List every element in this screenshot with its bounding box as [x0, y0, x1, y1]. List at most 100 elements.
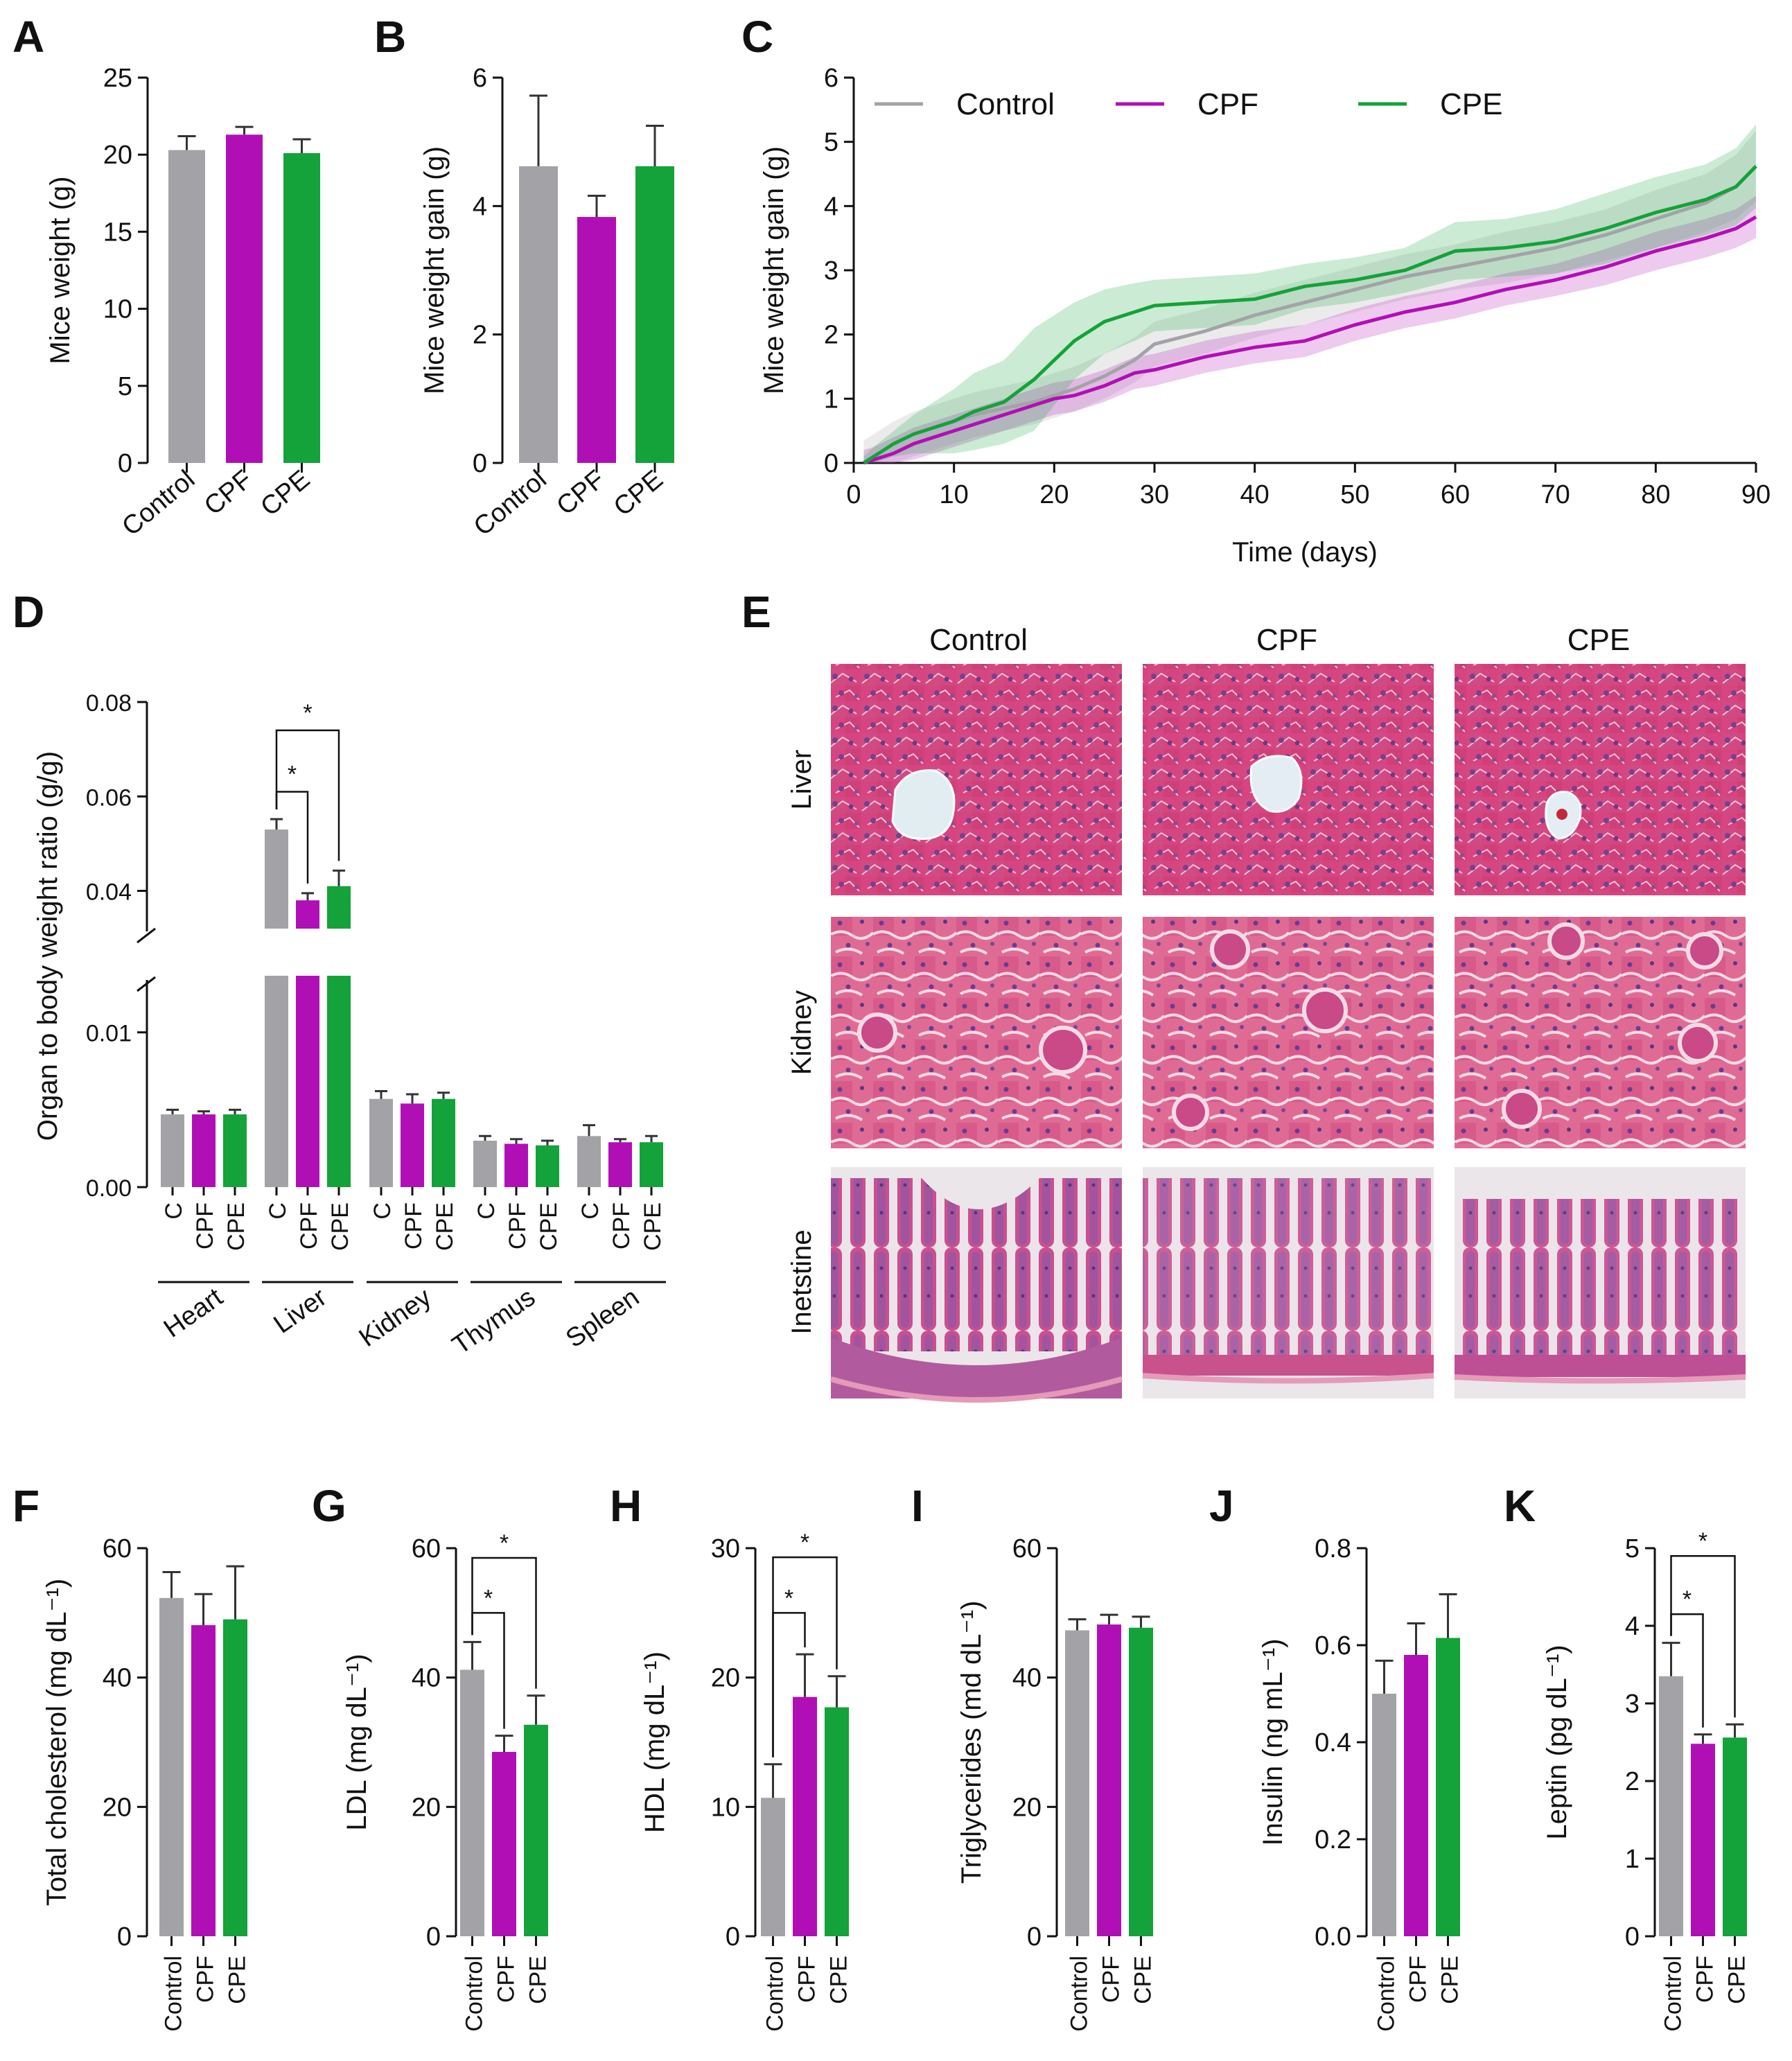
error-bar-heart-cpe — [229, 1108, 241, 1115]
x-tick-label-cpe: CPE — [608, 465, 669, 522]
x-tick-label-cpf: CPF — [1098, 1956, 1125, 2003]
bar-kidney-cpf — [401, 1103, 424, 1187]
x-tick-label-group: C — [161, 1202, 187, 1220]
panel-h: H HDL (mg dL⁻¹) 0 10 20 30 Control CPF CPE * * — [610, 1481, 852, 2032]
y-tick-label: 0.8 — [1315, 1534, 1351, 1563]
y-tick-label: 0 — [1625, 1922, 1640, 1952]
x-tick-label: 60 — [1441, 480, 1470, 509]
panel-label-e: E — [741, 587, 771, 637]
x-tick-label-control: Control — [462, 1956, 488, 2032]
y-tick-label: 0.4 — [1315, 1728, 1351, 1757]
error-bar-control — [463, 1640, 482, 1670]
panel-label-f: F — [12, 1481, 39, 1531]
axis-break-mark — [137, 976, 156, 992]
error-bar-cpe — [292, 138, 311, 153]
y-tick-label: 5 — [118, 372, 132, 401]
histology-image-kidney-cpe — [1455, 917, 1746, 1148]
x-tick-label-cpe: CPE — [525, 1956, 552, 2004]
y-tick-label: 0.0 — [1315, 1922, 1351, 1952]
line-cpe — [863, 165, 1757, 465]
significance-star: * — [288, 761, 297, 787]
y-tick-label: 40 — [412, 1664, 441, 1693]
bar-cpe — [1129, 1627, 1153, 1936]
histology-image-liver-control — [831, 664, 1122, 895]
x-tick-label: 20 — [1039, 480, 1069, 509]
bar-spleen-cpf — [608, 1142, 632, 1187]
y-tick-label: 60 — [103, 1534, 132, 1563]
bar-cpe — [635, 166, 674, 463]
error-bar-cpe — [646, 125, 664, 166]
y-tick-label: 0 — [473, 449, 487, 478]
panel-d: D Organ to body weight ratio (g/g) 0.00 0.0… — [12, 587, 666, 1360]
bar-heart-cpe — [223, 1114, 247, 1187]
panel-label-b: B — [374, 12, 406, 62]
y-tick-label: 20 — [103, 141, 132, 170]
y-tick-label: 2 — [473, 321, 487, 350]
bar-spleen-cpe — [640, 1142, 663, 1187]
y-tick-label: 5 — [824, 128, 838, 157]
x-tick-label-group: CPF — [608, 1202, 635, 1249]
error-bar-cpe — [1439, 1593, 1457, 1638]
y-tick-label: 20 — [711, 1664, 740, 1693]
error-bar-control — [529, 94, 547, 166]
y-tick-label: 1 — [1625, 1845, 1640, 1874]
error-bar-thymus-cpe — [541, 1139, 554, 1146]
x-tick-label-group: CPF — [401, 1202, 427, 1249]
significance-bracket — [471, 1556, 537, 1689]
error-bar-cpf — [796, 1653, 814, 1697]
x-tick-label-cpf: CPF — [199, 465, 258, 521]
bar-cpf — [1097, 1624, 1121, 1936]
y-tick-label: 60 — [412, 1534, 441, 1563]
x-tick-label-cpe: CPE — [225, 1956, 251, 2004]
bar-cpf — [492, 1752, 516, 1936]
error-bar-cpf — [588, 195, 606, 218]
band-control — [863, 130, 1756, 463]
x-tick-label-group: CPF — [504, 1202, 531, 1249]
bar-control — [519, 166, 558, 463]
y-tick-label: 20 — [412, 1793, 441, 1822]
bar-thymus-cpf — [504, 1143, 528, 1187]
x-axis-label: Time (days) — [1232, 537, 1378, 568]
error-bar-liver-cpe — [333, 869, 345, 886]
bar-cpf — [191, 1625, 216, 1936]
error-bar-control — [1068, 1618, 1087, 1631]
error-bar-heart-cpf — [197, 1110, 210, 1115]
x-tick-label-group: CPE — [640, 1202, 666, 1251]
y-tick-label: 30 — [711, 1534, 740, 1563]
panel-e-histology: E Control CPF CPE Liver Kidney Inetstine — [741, 587, 1746, 1403]
error-bar-cpf — [1694, 1733, 1712, 1744]
y-axis-label: Mice weight gain (g) — [419, 146, 450, 394]
panel-label-a: A — [12, 12, 44, 62]
bar-cpf — [1691, 1744, 1715, 1936]
organ-label-kidney: Kidney — [354, 1283, 437, 1353]
histology-column-cpe: CPE — [1567, 623, 1630, 657]
y-tick-label: 1 — [824, 385, 838, 414]
organ-label-liver: Liver — [269, 1283, 333, 1340]
x-tick-label-group: CPE — [432, 1202, 458, 1251]
y-tick-label: 0 — [726, 1922, 740, 1952]
y-tick-label: 2 — [1625, 1767, 1640, 1796]
y-tick-label: 0.01 — [86, 1021, 132, 1047]
x-tick-label-group: C — [369, 1202, 396, 1220]
x-tick-label-control: Control — [161, 1956, 187, 2032]
error-bar-cpf — [1100, 1613, 1118, 1625]
y-axis-label: Organ to body weight ratio (g/g) — [33, 751, 63, 1141]
bar-control — [1065, 1630, 1089, 1936]
panel-k: K Leptin (pg dL⁻¹) 0 1 2 3 4 5 Control CPF CPE * * — [1504, 1481, 1750, 2032]
x-tick-label-group: C — [473, 1202, 500, 1220]
panel-label-c: C — [741, 12, 773, 62]
x-tick-label: 70 — [1541, 480, 1570, 509]
bar-control — [1659, 1676, 1683, 1936]
y-tick-label: 4 — [1625, 1612, 1640, 1641]
panel-g: G LDL (mg dL⁻¹) 0 20 40 60 Control CPF CPE * * — [312, 1481, 552, 2032]
panel-label-i: I — [911, 1481, 924, 1531]
error-bar-cpe — [1132, 1615, 1150, 1628]
y-tick-label: 40 — [103, 1664, 132, 1693]
error-bar-cpf — [194, 1593, 213, 1626]
x-tick-label-group: CPF — [296, 1202, 322, 1249]
y-tick-label: 3 — [1625, 1690, 1640, 1719]
y-axis-label: HDL (mg dL⁻¹) — [640, 1651, 670, 1833]
